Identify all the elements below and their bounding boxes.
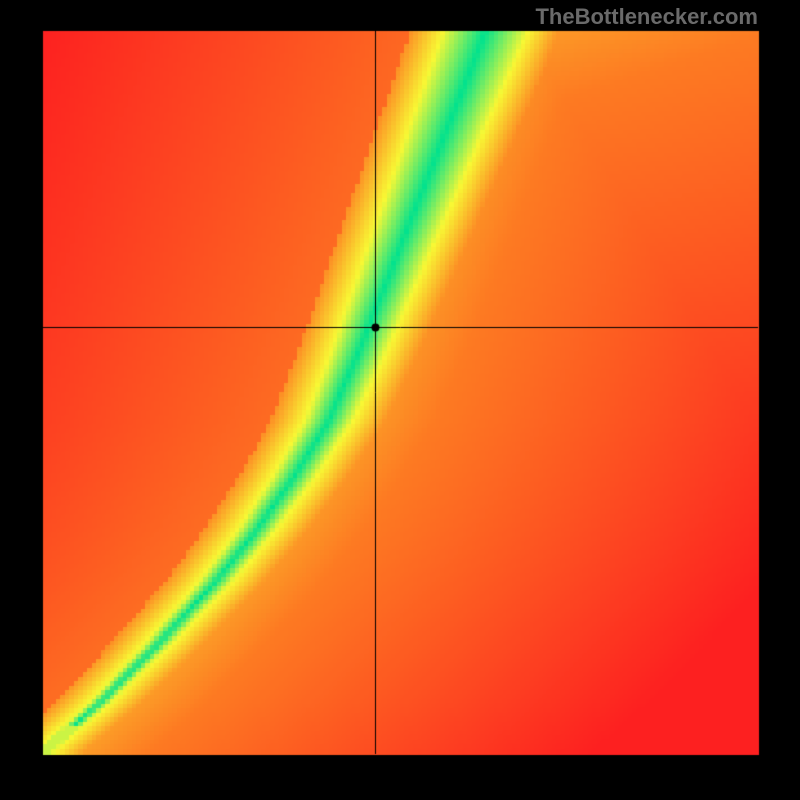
heatmap-canvas: [0, 0, 800, 800]
chart-container: TheBottlenecker.com: [0, 0, 800, 800]
